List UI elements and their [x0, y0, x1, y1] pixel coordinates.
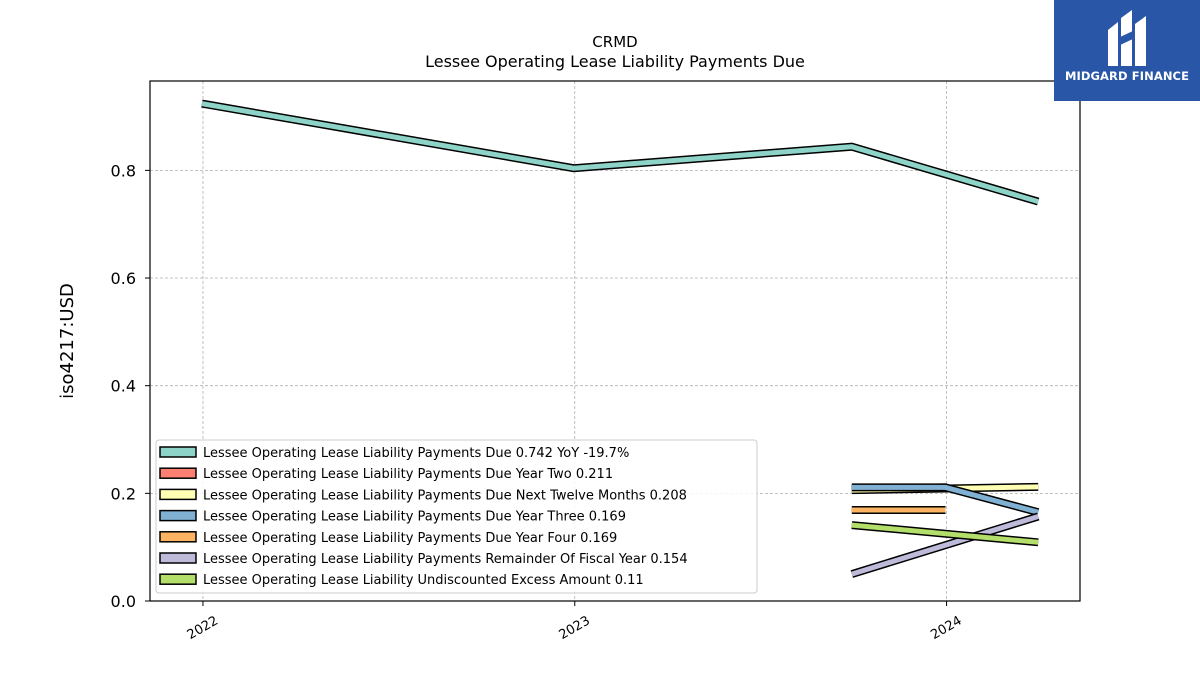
legend-swatch [159, 552, 197, 564]
legend-swatch [159, 531, 197, 543]
legend-label: Lessee Operating Lease Liability Payment… [203, 488, 687, 503]
legend-item: Lessee Operating Lease Liability Payment… [159, 509, 626, 525]
series-line [850, 512, 1040, 578]
y-tick-label: 0.2 [111, 484, 136, 503]
legend-box [155, 439, 758, 594]
legend-label: Lessee Operating Lease Liability Undisco… [203, 573, 644, 588]
legend: Lessee Operating Lease Liability Payment… [155, 439, 758, 594]
y-tick-label: 0.4 [111, 377, 136, 396]
x-tick-label: 2022 [185, 613, 221, 643]
series-line [851, 483, 1040, 517]
legend-swatch [159, 573, 197, 585]
legend-item: Lessee Operating Lease Liability Undisco… [159, 573, 644, 588]
brand-logo: MIDGARD FINANCE [1054, 0, 1200, 101]
legend-swatch [159, 467, 197, 479]
legend-swatch [159, 509, 197, 522]
y-axis-label: iso4217:USD [57, 283, 78, 399]
x-tick-label: 2024 [928, 613, 964, 643]
legend-item: Lessee Operating Lease Liability Payment… [159, 446, 629, 461]
legend-label: Lessee Operating Lease Liability Payment… [203, 446, 629, 461]
chart-title: CRMD [592, 33, 637, 51]
legend-label: Lessee Operating Lease Liability Payment… [203, 531, 617, 546]
brand-name: MIDGARD FINANCE [1064, 69, 1190, 83]
legend-item: Lessee Operating Lease Liability Payment… [159, 467, 613, 482]
legend-swatch [159, 488, 197, 501]
y-tick-label: 0.0 [111, 592, 136, 611]
legend-label: Lessee Operating Lease Liability Payment… [203, 552, 688, 567]
x-tick-label: 2023 [557, 613, 593, 643]
legend-item: Lessee Operating Lease Liability Payment… [159, 531, 617, 546]
legend-swatch [159, 446, 197, 458]
series-line [201, 99, 1040, 206]
series-line-stroke [201, 101, 1039, 204]
midgard-finance-logo-icon [1108, 10, 1146, 66]
series-line-outline [201, 99, 1040, 206]
series-layer [201, 99, 1040, 578]
series-line-stroke [851, 514, 1039, 577]
legend-label: Lessee Operating Lease Liability Payment… [203, 510, 626, 525]
plot-frame [149, 80, 1081, 602]
chart-subtitle: Lessee Operating Lease Liability Payment… [425, 52, 805, 71]
y-tick-label: 0.8 [111, 161, 136, 180]
legend-item: Lessee Operating Lease Liability Payment… [159, 552, 688, 567]
legend-label: Lessee Operating Lease Liability Payment… [203, 467, 613, 482]
series-line-stroke [851, 484, 1039, 515]
y-tick-label: 0.6 [111, 269, 136, 288]
legend-item: Lessee Operating Lease Liability Payment… [159, 488, 687, 503]
series-line [851, 521, 1039, 547]
series-line-stroke [851, 522, 1039, 545]
